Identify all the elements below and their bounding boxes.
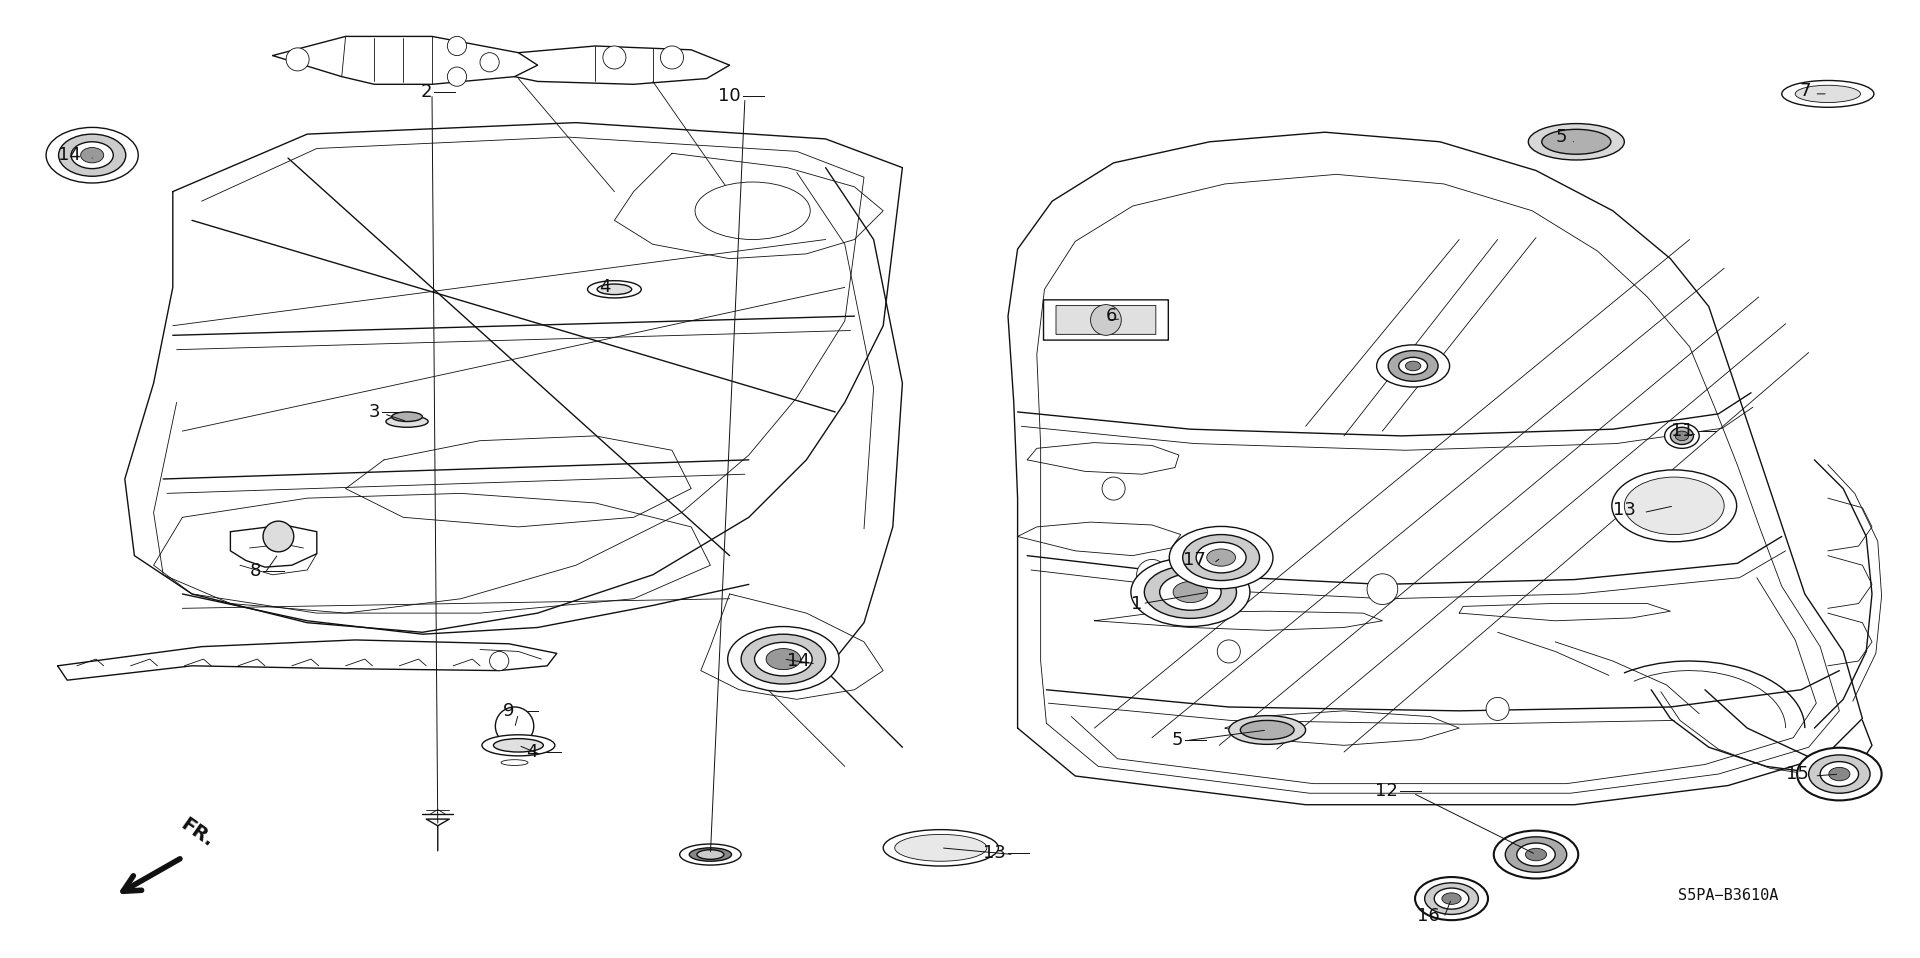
Text: 17: 17: [1183, 552, 1206, 569]
Ellipse shape: [1388, 351, 1438, 381]
Text: 13: 13: [983, 844, 1006, 861]
Ellipse shape: [1797, 748, 1882, 801]
Ellipse shape: [588, 281, 641, 298]
Text: 15: 15: [1786, 765, 1809, 783]
Ellipse shape: [1183, 535, 1260, 581]
Ellipse shape: [1528, 124, 1624, 160]
Ellipse shape: [58, 134, 125, 176]
Ellipse shape: [1670, 427, 1693, 445]
Ellipse shape: [1208, 549, 1236, 566]
Ellipse shape: [1240, 720, 1294, 740]
Ellipse shape: [1196, 542, 1246, 573]
Ellipse shape: [1131, 558, 1250, 627]
Text: 5: 5: [1171, 731, 1183, 748]
Ellipse shape: [1377, 345, 1450, 387]
Ellipse shape: [501, 725, 528, 731]
Ellipse shape: [895, 834, 987, 861]
Ellipse shape: [1442, 893, 1461, 904]
Ellipse shape: [1542, 129, 1611, 154]
Circle shape: [480, 53, 499, 72]
Circle shape: [490, 651, 509, 671]
Ellipse shape: [71, 142, 113, 169]
Ellipse shape: [755, 642, 812, 676]
Ellipse shape: [1405, 361, 1421, 371]
Text: 14: 14: [58, 147, 81, 164]
Ellipse shape: [1809, 755, 1870, 793]
Ellipse shape: [1795, 85, 1860, 103]
Text: 2: 2: [420, 83, 432, 101]
Ellipse shape: [883, 830, 998, 866]
Circle shape: [1091, 305, 1121, 335]
Circle shape: [447, 36, 467, 56]
Circle shape: [603, 46, 626, 69]
Ellipse shape: [1144, 565, 1236, 619]
Ellipse shape: [728, 627, 839, 692]
Ellipse shape: [1434, 888, 1469, 909]
Circle shape: [286, 48, 309, 71]
Ellipse shape: [1494, 831, 1578, 878]
Circle shape: [1102, 477, 1125, 500]
Text: 14: 14: [787, 652, 810, 670]
Ellipse shape: [1665, 423, 1699, 448]
Text: 12: 12: [1375, 783, 1398, 800]
Ellipse shape: [1229, 716, 1306, 744]
Circle shape: [1367, 574, 1398, 604]
Circle shape: [1217, 640, 1240, 663]
Ellipse shape: [1782, 80, 1874, 107]
Ellipse shape: [81, 148, 104, 163]
Text: 16: 16: [1417, 907, 1440, 924]
Ellipse shape: [695, 182, 810, 240]
Ellipse shape: [597, 285, 632, 295]
Ellipse shape: [493, 739, 543, 752]
Ellipse shape: [1173, 582, 1208, 603]
Text: FR.: FR.: [177, 814, 217, 851]
Ellipse shape: [1398, 357, 1427, 375]
Ellipse shape: [1820, 762, 1859, 787]
Ellipse shape: [392, 412, 422, 422]
Ellipse shape: [46, 127, 138, 183]
Circle shape: [660, 46, 684, 69]
Ellipse shape: [1425, 883, 1478, 914]
Circle shape: [263, 521, 294, 552]
Ellipse shape: [1674, 431, 1690, 441]
Circle shape: [1137, 559, 1167, 590]
Circle shape: [495, 707, 534, 745]
Ellipse shape: [1611, 470, 1738, 542]
Text: 10: 10: [718, 87, 741, 104]
Ellipse shape: [697, 850, 724, 859]
Ellipse shape: [741, 634, 826, 684]
Ellipse shape: [1517, 843, 1555, 866]
Ellipse shape: [1169, 526, 1273, 588]
Text: 3: 3: [369, 403, 380, 421]
Ellipse shape: [1828, 767, 1849, 781]
Ellipse shape: [1505, 837, 1567, 873]
FancyBboxPatch shape: [1056, 306, 1156, 334]
Text: 7: 7: [1799, 82, 1811, 100]
Text: 4: 4: [526, 743, 538, 761]
Text: 4: 4: [599, 279, 611, 296]
Circle shape: [447, 67, 467, 86]
Text: 11: 11: [1670, 422, 1693, 440]
Ellipse shape: [1160, 574, 1221, 610]
Text: S5PA−B3610A: S5PA−B3610A: [1678, 888, 1778, 903]
Ellipse shape: [680, 844, 741, 865]
Circle shape: [1486, 697, 1509, 720]
Ellipse shape: [1624, 477, 1724, 535]
Ellipse shape: [501, 760, 528, 765]
Ellipse shape: [1415, 878, 1488, 920]
Text: 5: 5: [1555, 128, 1567, 146]
FancyBboxPatch shape: [1043, 300, 1169, 340]
Text: 6: 6: [1106, 308, 1117, 325]
Ellipse shape: [1524, 849, 1548, 861]
Ellipse shape: [689, 848, 732, 861]
Ellipse shape: [501, 737, 528, 742]
Ellipse shape: [482, 735, 555, 756]
Text: 13: 13: [1613, 501, 1636, 518]
Text: 8: 8: [250, 562, 261, 580]
Text: 1: 1: [1131, 595, 1142, 612]
Ellipse shape: [386, 416, 428, 427]
Ellipse shape: [501, 748, 528, 754]
Ellipse shape: [766, 649, 801, 670]
Text: 9: 9: [503, 702, 515, 719]
